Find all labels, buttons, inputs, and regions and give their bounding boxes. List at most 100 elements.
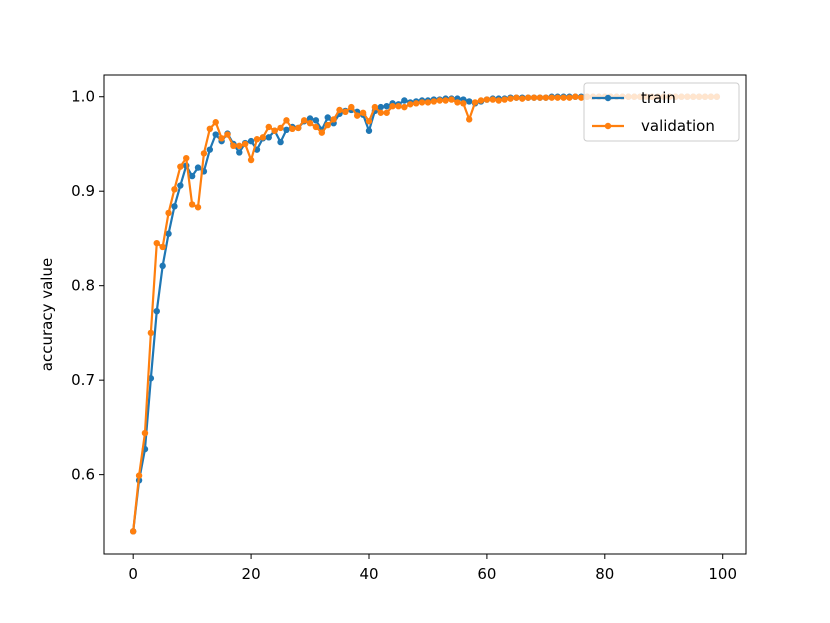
- data-point-validation: [436, 97, 443, 104]
- data-point-validation: [348, 103, 355, 111]
- data-point-validation: [548, 94, 555, 101]
- data-point-validation: [230, 142, 237, 150]
- x-tick-label: 100: [708, 565, 737, 583]
- data-point-validation: [365, 118, 373, 125]
- data-point-validation: [224, 131, 231, 138]
- data-point-validation: [530, 94, 538, 101]
- data-point-validation: [218, 135, 225, 142]
- data-point-validation: [483, 96, 491, 103]
- data-point-train: [236, 149, 243, 156]
- data-point-validation: [471, 99, 479, 106]
- data-point-validation: [401, 103, 408, 111]
- data-point-validation: [566, 94, 573, 101]
- data-point-validation: [253, 136, 261, 143]
- x-tick-label: 0: [128, 565, 138, 583]
- data-point-validation: [188, 201, 196, 208]
- legend-marker-train: [604, 94, 612, 102]
- data-point-train: [277, 138, 284, 146]
- data-point-validation: [495, 97, 502, 104]
- data-point-validation: [524, 94, 532, 101]
- data-point-validation: [324, 121, 331, 129]
- data-point-validation: [183, 154, 190, 162]
- data-point-validation: [165, 209, 172, 217]
- data-point-validation: [259, 134, 267, 141]
- data-point-validation: [460, 100, 467, 107]
- data-point-validation: [507, 95, 514, 102]
- data-point-train: [283, 126, 290, 133]
- data-point-validation: [536, 94, 544, 101]
- x-tick-label: 80: [595, 565, 614, 583]
- data-point-train: [265, 134, 272, 141]
- y-axis: 0.6 0.7 0.8 0.9 1.0: [71, 88, 104, 484]
- x-tick-label: 40: [359, 565, 378, 583]
- data-point-validation: [159, 243, 166, 251]
- data-point-validation: [489, 96, 496, 103]
- data-point-validation: [171, 186, 178, 193]
- y-tick-label: 0.9: [71, 182, 95, 200]
- x-axis: 0 20 40 60 80 100: [128, 554, 737, 583]
- y-tick-label: 1.0: [71, 88, 95, 106]
- data-point-validation: [295, 124, 302, 132]
- data-point-validation: [129, 528, 137, 535]
- data-point-validation: [554, 94, 561, 101]
- data-point-train: [312, 117, 320, 124]
- data-point-validation: [501, 96, 508, 103]
- legend-label-train: train: [641, 89, 676, 107]
- data-point-validation: [448, 96, 455, 103]
- data-point-validation: [513, 94, 520, 101]
- legend-label-validation: validation: [641, 117, 715, 135]
- data-point-validation: [247, 156, 255, 164]
- data-point-validation: [200, 150, 208, 157]
- data-point-validation: [442, 97, 449, 104]
- data-point-validation: [342, 108, 349, 116]
- data-point-train: [324, 114, 331, 121]
- data-point-validation: [289, 125, 296, 133]
- data-point-validation: [330, 116, 337, 123]
- data-point-validation: [542, 94, 550, 101]
- data-point-train: [306, 115, 314, 122]
- data-point-validation: [454, 99, 461, 106]
- data-point-validation: [359, 109, 367, 116]
- data-point-validation: [395, 102, 402, 110]
- data-point-validation: [407, 101, 414, 108]
- data-point-train: [377, 103, 384, 111]
- data-point-validation: [177, 163, 184, 170]
- y-tick-label: 0.6: [71, 466, 95, 484]
- data-point-validation: [236, 142, 243, 150]
- data-point-validation: [212, 119, 219, 126]
- data-point-train: [383, 102, 390, 110]
- data-point-validation: [312, 123, 320, 131]
- data-point-validation: [572, 93, 579, 100]
- data-point-validation: [318, 129, 326, 136]
- data-point-validation: [424, 99, 432, 106]
- data-point-validation: [265, 123, 272, 131]
- data-point-validation: [354, 112, 361, 119]
- x-tick-label: 60: [477, 565, 496, 583]
- data-point-validation: [430, 98, 438, 105]
- data-point-train: [165, 230, 172, 237]
- data-point-validation: [578, 94, 585, 101]
- data-point-train: [194, 164, 202, 171]
- data-point-train: [247, 137, 255, 145]
- data-point-validation: [466, 116, 473, 123]
- data-point-train: [206, 146, 214, 153]
- data-point-validation: [241, 140, 249, 148]
- data-point-validation: [418, 99, 426, 106]
- y-tick-label: 0.7: [71, 371, 95, 389]
- data-point-validation: [271, 127, 278, 134]
- data-point-validation: [306, 119, 314, 127]
- data-point-train: [365, 127, 373, 134]
- data-point-validation: [194, 204, 202, 211]
- data-point-validation: [377, 109, 384, 116]
- data-point-train: [177, 182, 184, 189]
- data-point-validation: [371, 103, 379, 111]
- data-point-validation: [383, 109, 390, 116]
- data-point-validation: [153, 239, 160, 247]
- data-point-validation: [412, 100, 420, 107]
- data-point-train: [212, 131, 219, 138]
- y-axis-label: accuracy value: [38, 258, 56, 371]
- data-point-validation: [141, 429, 149, 437]
- data-point-train: [401, 97, 408, 104]
- data-point-validation: [135, 472, 143, 479]
